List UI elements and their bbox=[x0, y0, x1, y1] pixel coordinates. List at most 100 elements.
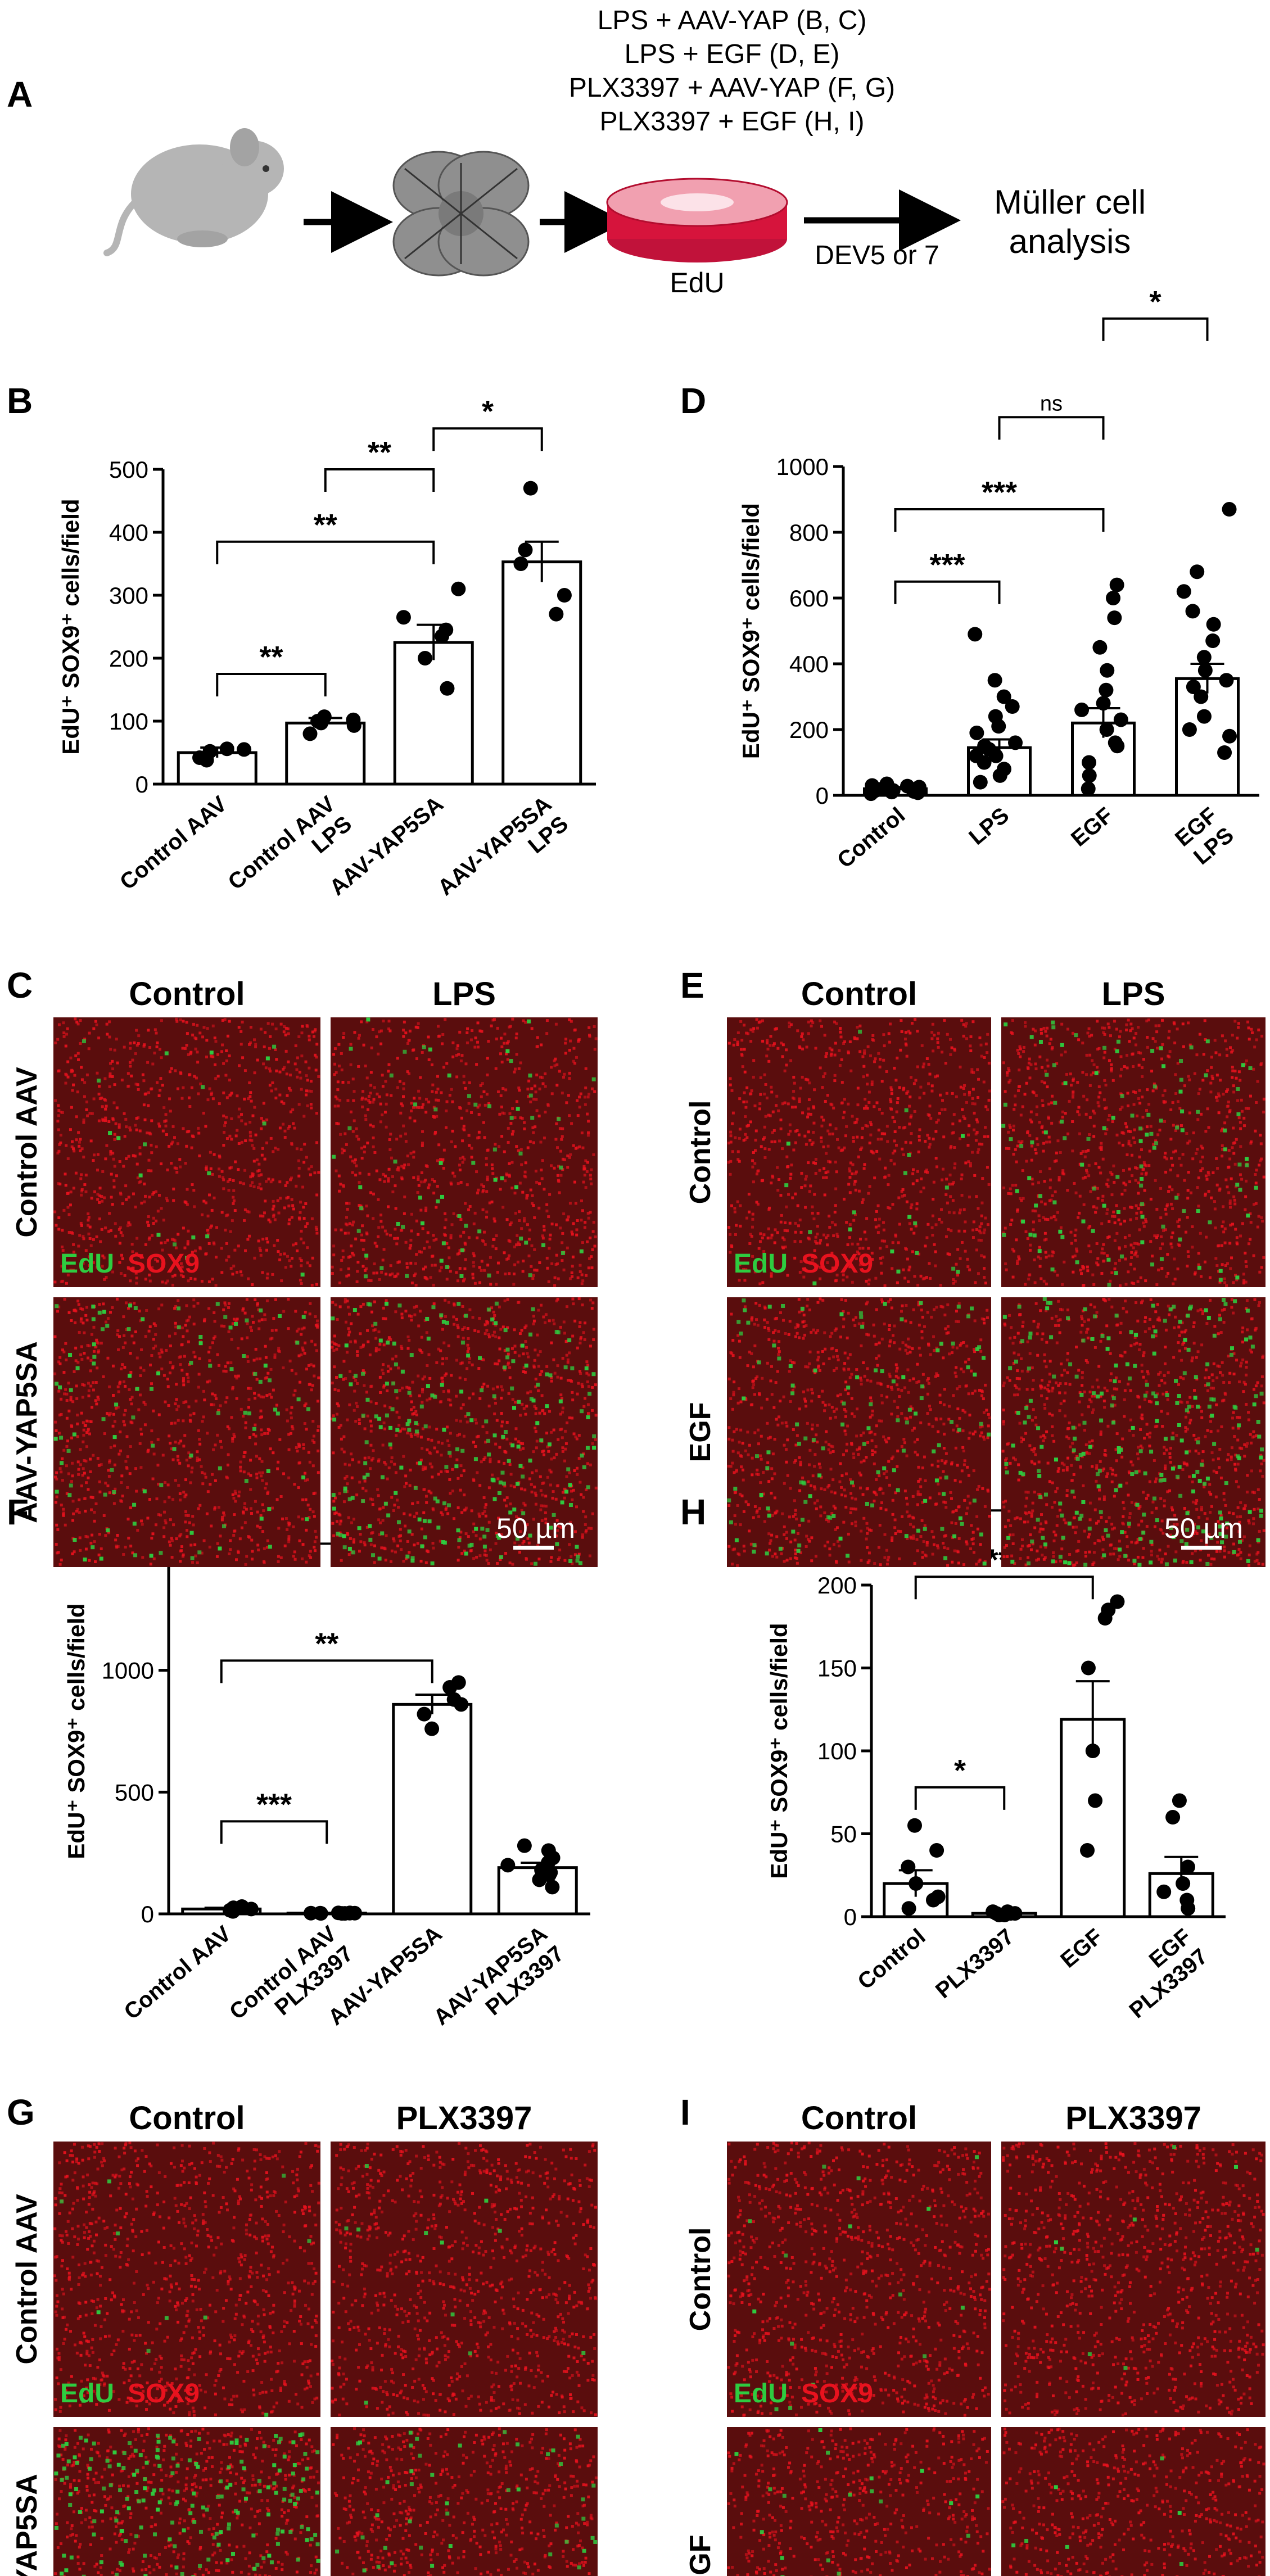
sox9-cell bbox=[125, 1125, 128, 1129]
sox9-cell bbox=[204, 1252, 207, 1256]
sox9-cell bbox=[460, 1116, 463, 1120]
sox9-cell bbox=[464, 1062, 468, 1066]
sox9-cell bbox=[115, 1106, 119, 1110]
significance-bracket bbox=[220, 1820, 328, 1844]
sox9-cell bbox=[550, 1379, 553, 1383]
sox9-cell bbox=[561, 1410, 564, 1414]
sox9-cell bbox=[843, 1040, 847, 1043]
sox9-cell bbox=[215, 1555, 219, 1558]
sox9-cell bbox=[931, 1022, 934, 1026]
sox9-cell bbox=[829, 1054, 833, 1057]
edu-cell bbox=[361, 1371, 365, 1376]
sox9-cell bbox=[448, 1256, 451, 1260]
sox9-cell bbox=[450, 1223, 454, 1226]
row-header: Control bbox=[684, 1101, 717, 1205]
sox9-cell bbox=[473, 1282, 477, 1285]
sox9-cell bbox=[162, 1374, 166, 1377]
sox9-cell bbox=[224, 1400, 228, 1404]
sox9-cell bbox=[492, 1310, 495, 1314]
sox9-cell bbox=[909, 1095, 912, 1099]
sox9-cell bbox=[101, 1254, 105, 1257]
sox9-cell bbox=[256, 1510, 259, 1514]
sox9-cell bbox=[76, 1361, 80, 1364]
sox9-cell bbox=[384, 1463, 387, 1466]
sox9-cell bbox=[498, 1446, 501, 1449]
sox9-cell bbox=[763, 1147, 767, 1151]
sox9-cell bbox=[408, 1116, 412, 1120]
sox9-cell bbox=[150, 1169, 153, 1172]
micrograph-tile bbox=[53, 1017, 320, 1287]
sox9-cell bbox=[379, 1029, 383, 1033]
edu-cell bbox=[579, 1249, 584, 1253]
sox9-cell bbox=[553, 1166, 556, 1170]
sox9-cell bbox=[918, 1128, 921, 1131]
sox9-cell bbox=[410, 1533, 414, 1536]
sox9-cell bbox=[833, 1074, 837, 1077]
sox9-cell bbox=[399, 1111, 403, 1115]
sox9-cell bbox=[171, 1498, 175, 1501]
sox9-cell bbox=[530, 1483, 533, 1486]
sox9-cell bbox=[902, 1153, 905, 1156]
sox9-cell bbox=[887, 1206, 890, 1210]
sox9-cell bbox=[932, 1197, 935, 1201]
sox9-cell bbox=[494, 1335, 498, 1338]
sox9-cell bbox=[950, 1046, 953, 1049]
sox9-cell bbox=[509, 1122, 513, 1125]
sox9-cell bbox=[300, 1327, 304, 1330]
edu-cell bbox=[580, 1409, 584, 1414]
sox9-cell bbox=[538, 1087, 541, 1090]
sox9-cell bbox=[477, 1136, 481, 1139]
sox9-cell bbox=[331, 1265, 334, 1269]
sox9-cell bbox=[385, 1299, 388, 1302]
sox9-cell bbox=[969, 1164, 972, 1167]
sox9-cell bbox=[187, 1380, 190, 1383]
sox9-cell bbox=[785, 1229, 789, 1233]
sox9-cell bbox=[831, 1132, 834, 1135]
sox9-cell bbox=[304, 1341, 307, 1344]
sox9-cell bbox=[470, 1156, 473, 1159]
time-label: DEV5 or 7 bbox=[815, 241, 939, 270]
sox9-cell bbox=[336, 1318, 339, 1321]
sox9-cell bbox=[108, 1459, 111, 1463]
sox9-cell bbox=[210, 1403, 213, 1406]
edu-cell bbox=[501, 1481, 506, 1486]
sox9-cell bbox=[426, 1448, 429, 1452]
sox9-cell bbox=[101, 1117, 105, 1121]
sox9-cell bbox=[486, 1057, 489, 1060]
edu-cell bbox=[516, 1445, 521, 1449]
sox9-cell bbox=[519, 1148, 523, 1151]
data-point bbox=[997, 762, 1012, 777]
sox9-cell bbox=[113, 1420, 116, 1423]
sox9-cell bbox=[341, 1151, 344, 1155]
sox9-cell bbox=[337, 1043, 341, 1046]
category-label: EGFPLX3397 bbox=[1108, 1924, 1213, 2023]
sox9-cell bbox=[348, 1330, 351, 1334]
edu-cell bbox=[545, 1404, 549, 1409]
sox9-cell bbox=[521, 1190, 525, 1194]
sox9-cell bbox=[417, 1106, 421, 1109]
sox9-cell bbox=[124, 1301, 128, 1305]
sox9-cell bbox=[509, 1484, 513, 1487]
sox9-cell bbox=[128, 1223, 132, 1226]
sox9-cell bbox=[256, 1058, 259, 1062]
sox9-cell bbox=[94, 1380, 98, 1384]
sox9-cell bbox=[474, 1534, 478, 1537]
sox9-cell bbox=[88, 1255, 91, 1258]
sox9-cell bbox=[508, 1366, 512, 1369]
y-tick-label: 200 bbox=[817, 1572, 857, 1599]
sox9-cell bbox=[211, 1024, 215, 1027]
sox9-cell bbox=[893, 1120, 897, 1124]
sox9-cell bbox=[467, 1535, 470, 1538]
sox9-cell bbox=[310, 1165, 313, 1169]
sox9-cell bbox=[445, 1100, 449, 1103]
sox9-cell bbox=[459, 1362, 463, 1365]
sox9-cell bbox=[53, 1335, 57, 1338]
sox9-cell bbox=[304, 1479, 307, 1482]
sox9-cell bbox=[144, 1335, 147, 1338]
sox9-cell bbox=[526, 1391, 530, 1395]
sox9-cell bbox=[852, 1219, 856, 1222]
sox9-cell bbox=[148, 1045, 152, 1049]
sox9-cell bbox=[467, 1236, 471, 1239]
sox9-cell bbox=[491, 1334, 495, 1337]
sox9-cell bbox=[536, 1353, 540, 1357]
